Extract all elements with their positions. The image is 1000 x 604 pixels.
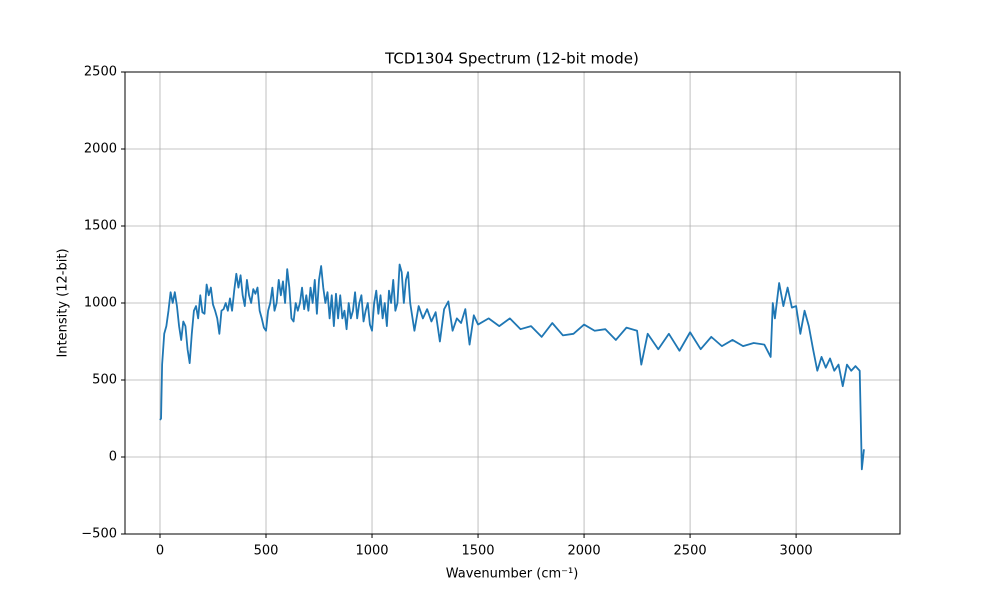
- x-axis-label: Wavenumber (cm⁻¹): [446, 567, 579, 582]
- y-tick-label: 2000: [84, 142, 117, 157]
- y-tick-label: 0: [109, 450, 117, 465]
- chart-title: TCD1304 Spectrum (12-bit mode): [384, 50, 639, 68]
- y-tick-label: 1500: [84, 219, 117, 234]
- data-line: [159, 263, 865, 471]
- y-axis-label: Intensity (12-bit): [56, 248, 71, 357]
- x-tick-label: 2000: [568, 544, 601, 559]
- x-tick-label: 500: [254, 544, 279, 559]
- x-tick-label: 0: [156, 544, 164, 559]
- x-tick-label: 1500: [461, 544, 494, 559]
- y-tick-label: 1000: [84, 296, 117, 311]
- x-tick-label: 2500: [674, 544, 707, 559]
- y-tick-label: 500: [92, 373, 117, 388]
- x-tick-label: 3000: [780, 544, 813, 559]
- plot-frame: [124, 71, 901, 535]
- x-tick-label: 1000: [355, 544, 388, 559]
- y-tick-label: −500: [81, 527, 117, 542]
- y-tick-label: 2500: [84, 65, 117, 80]
